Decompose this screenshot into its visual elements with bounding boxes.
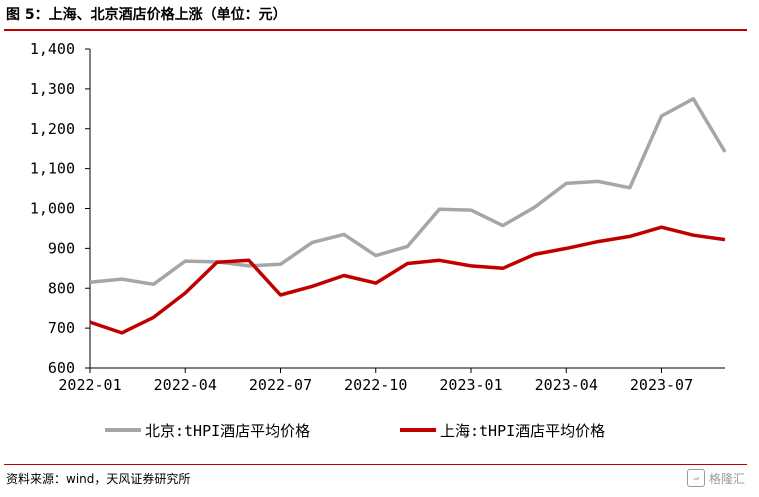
- y-tick-label: 1,000: [30, 200, 75, 218]
- bottom-divider: [4, 464, 747, 465]
- source-note: 资料来源：wind，天风证券研究所: [6, 472, 191, 486]
- x-tick-label: 2022-07: [249, 376, 312, 394]
- x-tick-label: 2022-01: [58, 376, 121, 394]
- figure-title: 图 5：上海、北京酒店价格上涨（单位：元）: [6, 7, 287, 23]
- y-tick-label: 600: [48, 359, 75, 377]
- top-divider: [4, 29, 747, 31]
- watermark: ⨼ 格隆汇: [686, 469, 745, 487]
- y-tick-label: 1,200: [30, 120, 75, 138]
- x-tick-label: 2023-04: [535, 376, 598, 394]
- x-tick-label: 2022-04: [154, 376, 217, 394]
- series-line-beijing: [89, 97, 727, 287]
- gelonghui-logo-icon: ⨼: [686, 469, 705, 487]
- y-tick-label: 1,100: [30, 160, 75, 178]
- y-tick-label: 800: [48, 279, 75, 297]
- series-line-shanghai: [89, 225, 726, 335]
- x-tick-label: 2023-01: [439, 376, 502, 394]
- legend-label-shanghai: 上海:tHPI酒店平均价格: [440, 422, 605, 440]
- y-tick-label: 700: [48, 319, 75, 337]
- watermark-text: 格隆汇: [708, 471, 745, 486]
- plot-area: 600 700 800 900 1,000 1,100 1,200 1,300 1,400 202…: [30, 40, 727, 440]
- x-tick-label: 2023-07: [630, 376, 693, 394]
- x-tick-label: 2022-10: [344, 376, 407, 394]
- y-tick-label: 900: [48, 239, 75, 257]
- y-tick-label: 1,300: [30, 80, 75, 98]
- legend-label-beijing: 北京:tHPI酒店平均价格: [145, 422, 310, 440]
- y-tick-label: 1,400: [30, 40, 75, 58]
